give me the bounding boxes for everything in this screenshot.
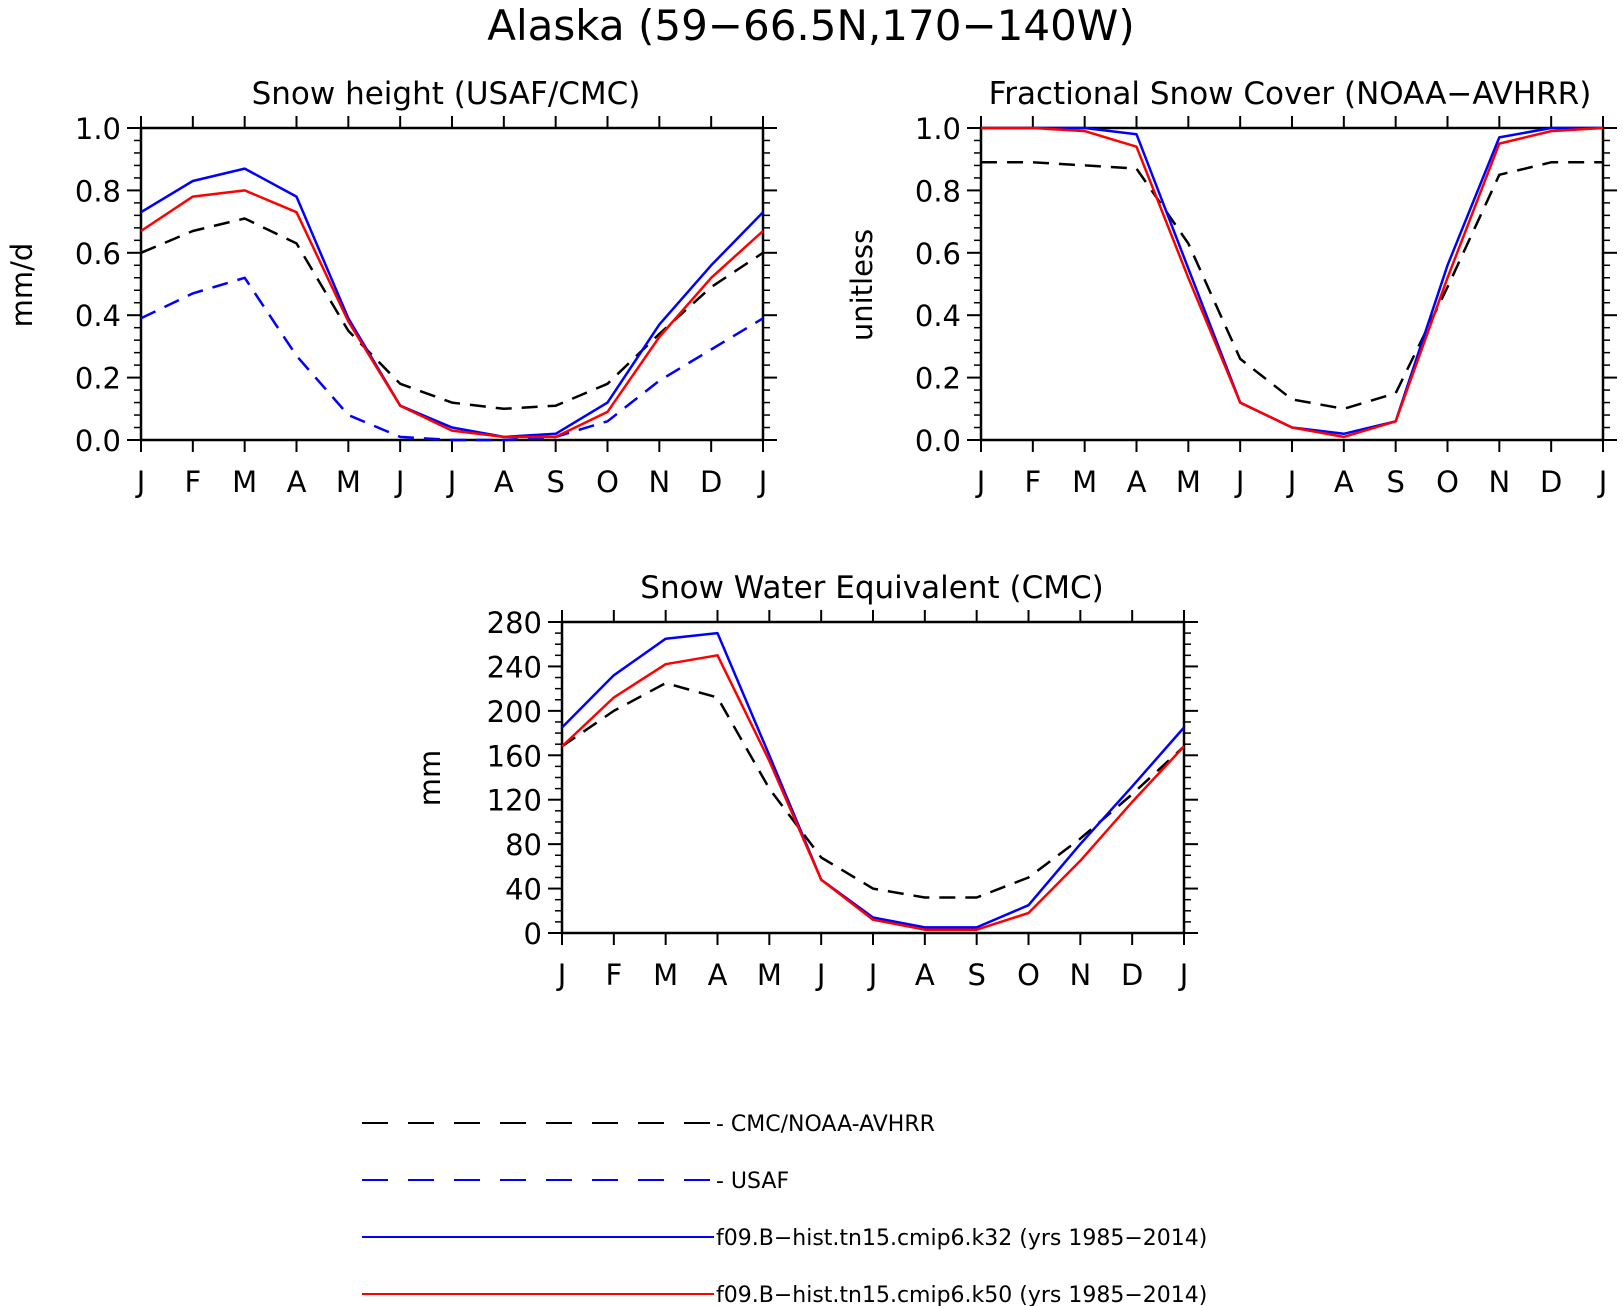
x-tick-label: M	[653, 958, 678, 992]
y-tick-label: 160	[487, 739, 542, 773]
y-tick-label: 0	[524, 917, 542, 951]
legend-label: - USAF	[716, 1169, 789, 1194]
series-line	[140, 217, 764, 411]
x-tick-label: J	[867, 958, 878, 992]
x-tick-label: S	[546, 465, 564, 499]
y-tick-label: 200	[487, 695, 542, 729]
y-axis-label: mm/d	[5, 243, 39, 328]
x-tick-label: J	[446, 465, 457, 499]
series-line	[561, 681, 1185, 899]
x-tick-label: F	[184, 465, 201, 499]
series-line	[981, 126, 1603, 436]
legend-label: f09.B−hist.tn15.cmip6.k50 (yrs 1985−2014…	[716, 1283, 1207, 1306]
y-tick-label: 0.2	[75, 362, 121, 396]
x-tick-label: A	[708, 958, 728, 992]
x-tick-label: O	[1017, 958, 1040, 992]
x-tick-label: O	[596, 465, 619, 499]
x-tick-label: A	[287, 465, 307, 499]
series-line	[561, 654, 1185, 931]
x-tick-label: M	[232, 465, 257, 499]
y-tick-label: 0.6	[75, 237, 121, 271]
plot-frame	[139, 126, 765, 442]
y-tick-label: 0.8	[75, 174, 121, 208]
chart-title: Snow Water Equivalent (CMC)	[640, 570, 1103, 606]
plot-frame	[979, 126, 1605, 442]
y-tick-label: 0.4	[75, 299, 121, 333]
y-tick-label: 120	[487, 784, 542, 818]
x-tick-label: J	[135, 465, 146, 499]
series-line	[561, 631, 1185, 929]
series-line	[140, 276, 764, 442]
y-tick-label: 280	[487, 606, 542, 640]
plot-frame	[560, 620, 1186, 935]
x-tick-label: N	[648, 465, 670, 499]
series-line	[981, 161, 1603, 411]
x-tick-label: J	[815, 958, 826, 992]
figure-title: Alaska (59−66.5N,170−140W)	[487, 1, 1134, 50]
fractional-snow-cover-chart: Fractional Snow Cover (NOAA−AVHRR) unitl…	[845, 76, 1617, 499]
y-tick-label: 0.8	[915, 174, 961, 208]
x-tick-label: F	[1024, 465, 1041, 499]
series-line	[140, 189, 764, 439]
y-tick-label: 0.6	[915, 237, 961, 271]
y-axis-label: unitless	[845, 229, 879, 341]
x-tick-label: D	[1540, 465, 1562, 499]
x-tick-label: N	[1069, 958, 1091, 992]
x-tick-label: O	[1436, 465, 1459, 499]
x-tick-label: A	[1334, 465, 1354, 499]
x-tick-label: M	[1176, 465, 1201, 499]
x-tick-label: D	[700, 465, 722, 499]
chart-title: Fractional Snow Cover (NOAA−AVHRR)	[989, 76, 1592, 112]
y-tick-label: 0.0	[915, 424, 961, 458]
chart-title: Snow height (USAF/CMC)	[252, 76, 641, 112]
x-tick-label: A	[494, 465, 514, 499]
legend: - CMC/NOAA-AVHRR - USAF f09.B−hist.tn15.cm…	[362, 1112, 1207, 1306]
y-tick-label: 1.0	[75, 112, 121, 146]
x-tick-label: S	[967, 958, 985, 992]
x-tick-label: J	[1286, 465, 1297, 499]
legend-label: f09.B−hist.tn15.cmip6.k32 (yrs 1985−2014…	[716, 1226, 1207, 1251]
x-tick-label: M	[336, 465, 361, 499]
y-tick-label: 40	[505, 873, 542, 907]
x-tick-label: M	[1072, 465, 1097, 499]
x-tick-label: J	[1597, 465, 1608, 499]
x-tick-label: M	[757, 958, 782, 992]
x-tick-label: A	[915, 958, 935, 992]
y-axis-label: mm	[413, 750, 447, 807]
y-tick-label: 0.2	[915, 362, 961, 396]
series-line	[140, 167, 764, 439]
x-tick-label: J	[1178, 958, 1189, 992]
legend-label: - CMC/NOAA-AVHRR	[716, 1112, 935, 1137]
x-tick-label: F	[605, 958, 622, 992]
y-tick-label: 0.4	[915, 299, 961, 333]
x-tick-label: J	[394, 465, 405, 499]
y-tick-label: 240	[487, 650, 542, 684]
x-tick-label: S	[1386, 465, 1404, 499]
x-tick-label: A	[1127, 465, 1147, 499]
series-line	[981, 126, 1604, 439]
x-tick-label: J	[975, 465, 986, 499]
y-tick-label: 80	[505, 828, 542, 862]
x-tick-label: J	[1234, 465, 1245, 499]
x-tick-label: D	[1121, 958, 1143, 992]
x-tick-label: J	[757, 465, 768, 499]
x-tick-label: J	[556, 958, 567, 992]
y-tick-label: 0.0	[75, 424, 121, 458]
x-tick-label: N	[1488, 465, 1510, 499]
y-tick-label: 1.0	[915, 112, 961, 146]
